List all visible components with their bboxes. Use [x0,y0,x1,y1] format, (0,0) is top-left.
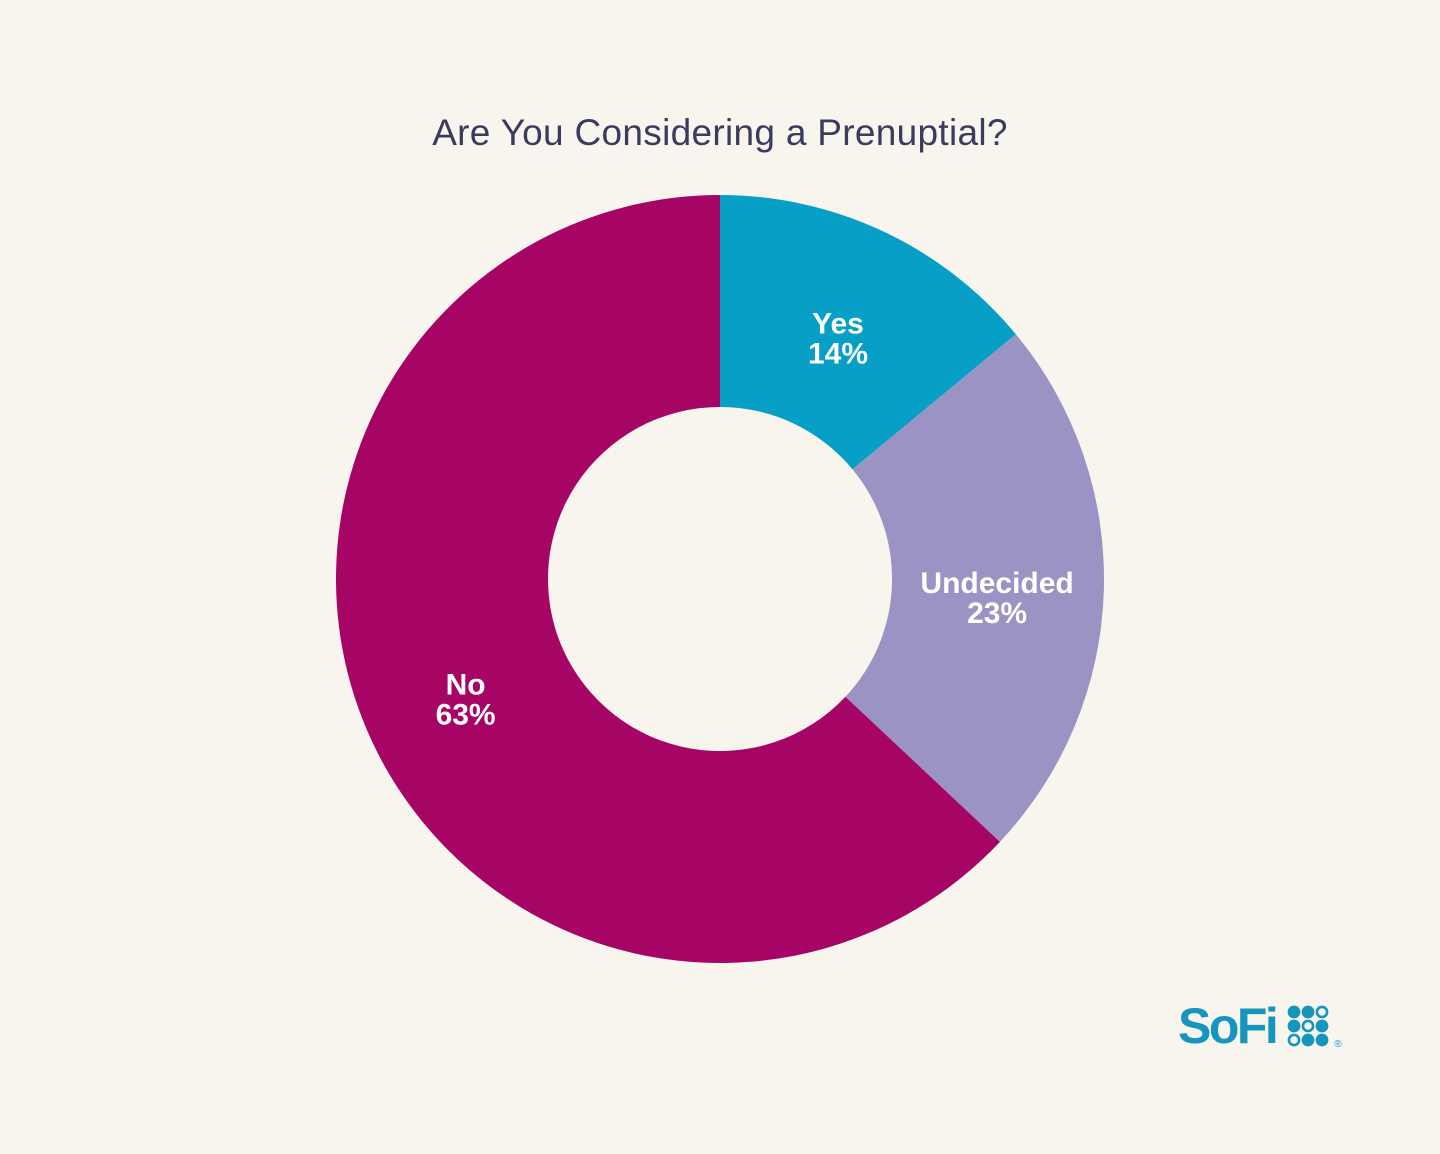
donut-slice-no [335,195,1000,963]
outlined-dot [1315,1005,1329,1019]
sofi-dots-icon [1287,1005,1329,1047]
sofi-logo: SoFi ® [1178,1000,1342,1052]
registered-trademark: ® [1334,1039,1342,1050]
filled-dot [1301,1005,1315,1019]
slice-label-undecided: Undecided 23% [920,567,1073,630]
slice-label-yes: Yes 14% [808,308,868,371]
donut-slice-undecided [845,334,1105,842]
filled-dot [1287,1005,1301,1019]
outlined-dot [1287,1033,1301,1047]
sofi-wordmark: SoFi [1178,998,1279,1054]
filled-dot [1301,1033,1315,1047]
slice-label-no: No 63% [436,669,496,732]
outlined-dot [1301,1019,1315,1033]
donut-slice-yes [720,195,1016,470]
filled-dot [1315,1033,1329,1047]
chart-title: Are You Considering a Prenuptial? [432,112,1008,153]
filled-dot [1287,1019,1301,1033]
filled-dot [1315,1019,1329,1033]
